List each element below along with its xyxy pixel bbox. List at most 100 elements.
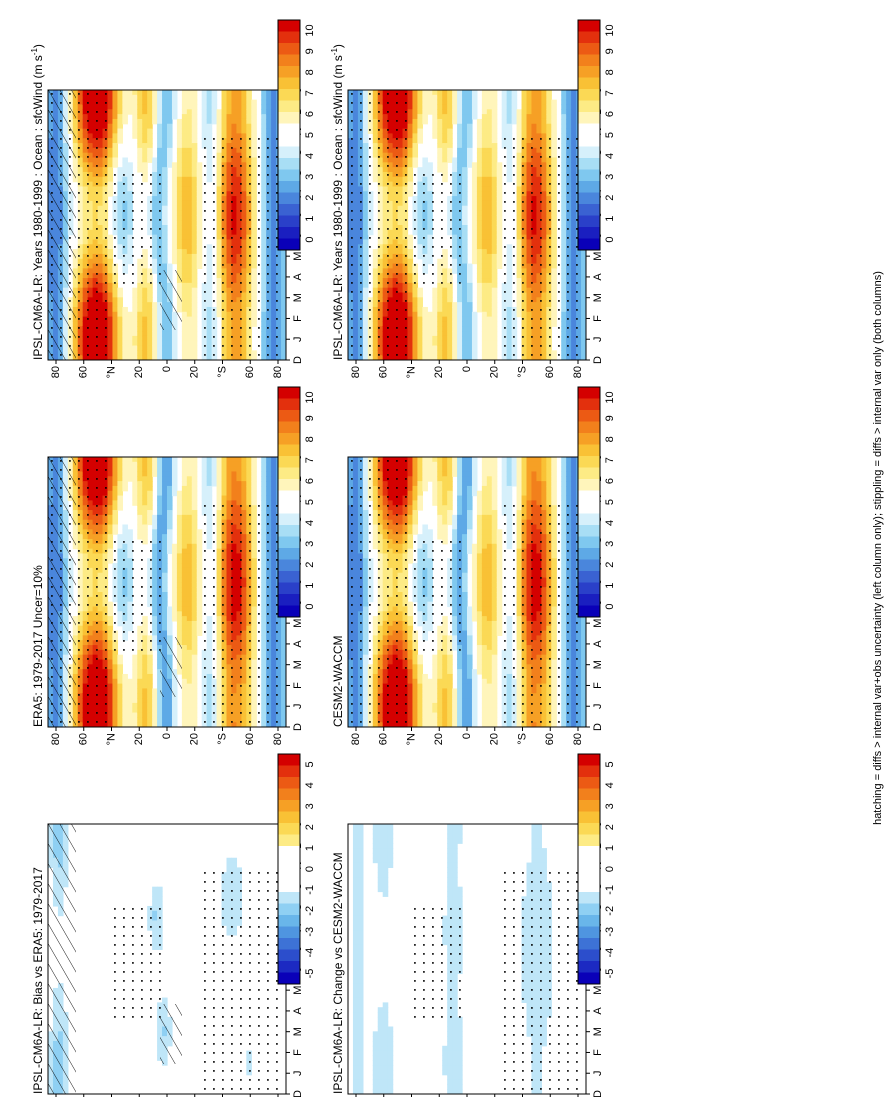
field-cell <box>182 278 188 283</box>
field-cell <box>167 114 173 119</box>
field-cell <box>182 119 188 124</box>
field-cell <box>241 109 247 114</box>
field-cell <box>112 302 118 307</box>
field-cell <box>182 129 188 134</box>
field-cell <box>142 312 148 317</box>
field-cell <box>192 167 198 172</box>
field-cell <box>492 153 498 158</box>
field-cell <box>472 191 478 196</box>
field-cell <box>177 133 183 138</box>
field-cell <box>137 346 143 351</box>
field-cell <box>442 307 448 312</box>
lat-label: 20 <box>133 366 145 378</box>
field-cell <box>122 341 128 346</box>
colorbar-swatch <box>278 216 300 228</box>
field-cell <box>467 162 473 167</box>
field-cell <box>157 148 163 153</box>
field-cell <box>108 133 114 138</box>
field-cell <box>482 259 488 264</box>
field-cell <box>477 177 483 182</box>
field-cell <box>192 317 198 322</box>
field-cell <box>157 100 163 105</box>
field-cell <box>408 114 414 119</box>
field-cell <box>192 268 198 273</box>
field-cell <box>482 302 488 307</box>
field-cell <box>147 297 153 302</box>
field-cell <box>152 162 158 167</box>
field-cell <box>462 158 468 163</box>
field-cell <box>172 230 178 235</box>
field-cell <box>167 104 173 109</box>
field-cell <box>187 220 193 225</box>
field-cell <box>462 124 468 129</box>
field-cell <box>271 119 277 124</box>
field-cell <box>408 331 414 336</box>
field-cell <box>227 119 233 124</box>
field-cell <box>142 302 148 307</box>
field-cell <box>561 90 567 95</box>
panel-left-top: DJFMAMJJASONDJ8060°N20020°S6080IPSL-CM6A… <box>30 44 304 378</box>
field-cell <box>108 321 114 326</box>
field-cell <box>452 326 458 331</box>
field-cell <box>227 109 233 114</box>
field-cell <box>236 119 242 124</box>
field-cell <box>417 312 423 317</box>
field-cell <box>462 129 468 134</box>
field-cell <box>172 109 178 114</box>
hatching <box>160 270 182 330</box>
field-cell <box>452 331 458 336</box>
field-cell <box>187 143 193 148</box>
field-cell <box>422 307 428 312</box>
field-cell <box>108 109 114 114</box>
colorbar-swatch <box>578 43 600 55</box>
field-cell <box>408 326 414 331</box>
field-cell <box>207 114 213 119</box>
field-cell <box>251 119 257 124</box>
field-cell <box>152 350 158 355</box>
field-cell <box>482 288 488 293</box>
field-cell <box>137 143 143 148</box>
field-cell <box>412 153 418 158</box>
field-cell <box>147 143 153 148</box>
field-cell <box>522 95 528 100</box>
field-cell <box>108 129 114 134</box>
field-cell <box>432 350 438 355</box>
field-cell <box>482 350 488 355</box>
field-cell <box>437 336 443 341</box>
field-cell <box>472 215 478 220</box>
field-cell <box>492 297 498 302</box>
field-cell <box>117 133 123 138</box>
field-cell <box>207 95 213 100</box>
field-cell <box>487 162 493 167</box>
field-cell <box>477 167 483 172</box>
field-cell <box>566 114 572 119</box>
field-cell <box>531 124 537 129</box>
field-cell <box>192 249 198 254</box>
field-cell <box>202 90 208 95</box>
field-cell <box>202 100 208 105</box>
field-cell <box>212 104 218 109</box>
field-cell <box>182 124 188 129</box>
field-cell <box>152 326 158 331</box>
field-cell <box>147 341 153 346</box>
field-cell <box>187 254 193 259</box>
field-cell <box>182 312 188 317</box>
field-cell <box>122 331 128 336</box>
field-cell <box>157 104 163 109</box>
field-cell <box>462 100 468 105</box>
field-cell <box>172 244 178 249</box>
lat-label: 60 <box>244 366 256 378</box>
field-cell <box>187 336 193 341</box>
field-cell <box>408 302 414 307</box>
field-cell <box>487 317 493 322</box>
field-cell <box>512 114 518 119</box>
field-cell <box>172 259 178 264</box>
field-cell <box>442 167 448 172</box>
field-cell <box>422 317 428 322</box>
field-cell <box>142 321 148 326</box>
stippling <box>108 173 168 290</box>
field-cell <box>187 326 193 331</box>
field-cell <box>182 211 188 216</box>
field-cell <box>512 95 518 100</box>
month-label: M <box>592 293 604 302</box>
